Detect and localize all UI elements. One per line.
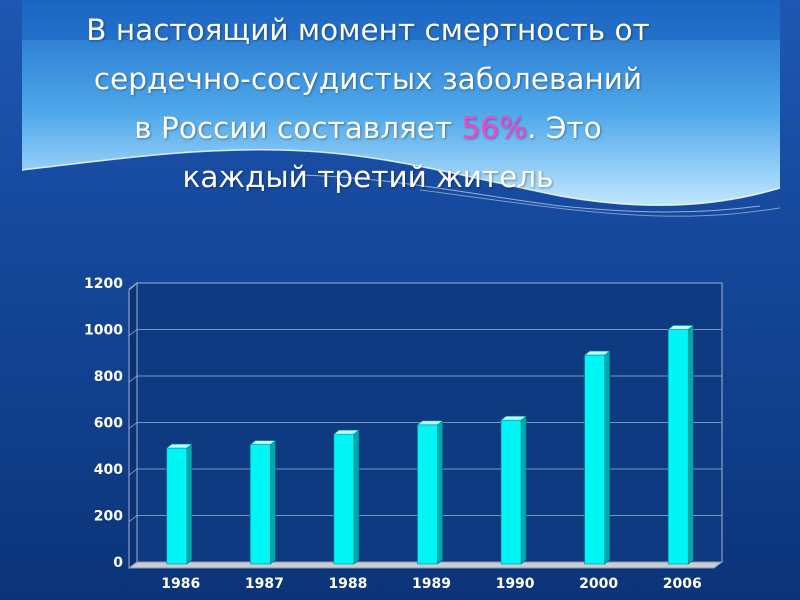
x-tick-label: 1990 (496, 576, 535, 592)
bar-1990 (500, 415, 527, 565)
bar-front (333, 433, 355, 565)
bar-front (250, 444, 271, 565)
bar-front (584, 354, 605, 565)
x-tick-label: 2000 (579, 576, 618, 592)
bar-side (687, 324, 694, 565)
bar-1986 (165, 443, 193, 565)
bar-side (520, 415, 527, 565)
header-wave-decoration (21, 0, 781, 217)
gridline-side (128, 422, 138, 429)
title-line-1: В настоящий момент смертность от (86, 13, 650, 47)
bar-top (249, 440, 277, 445)
gridline-side (128, 515, 138, 522)
bar-top (333, 429, 360, 435)
title-line-3-start: в России составляет (134, 111, 462, 145)
bars (165, 324, 695, 565)
bar-1988 (333, 429, 360, 565)
gridline-side (128, 375, 138, 383)
bar-1987 (249, 439, 277, 565)
title-line-2: сердечно-сосудистых заболеваний (93, 62, 643, 96)
bar-side (270, 439, 276, 565)
x-tick-label: 1989 (412, 576, 451, 592)
x-tick-label: 1987 (245, 576, 284, 592)
bar-top (165, 443, 193, 449)
x-tick-label: 1988 (328, 576, 367, 592)
bar-side (186, 443, 193, 565)
y-tick-label: 1000 (84, 323, 123, 339)
bar-2006 (667, 324, 695, 565)
title-line-4: каждый третий житель (182, 160, 554, 194)
gridline-side (128, 282, 138, 290)
y-tick-label: 400 (94, 462, 123, 478)
title-line-3: в России составляет 56%. Это (18, 104, 718, 153)
y-tick-label: 600 (94, 416, 123, 432)
mortality-percent: 56% (461, 111, 528, 145)
bar-top (583, 350, 611, 356)
bar-1989 (416, 420, 444, 565)
bar-front (500, 419, 522, 565)
bar-front (166, 447, 188, 565)
bar-side (353, 429, 360, 565)
gridline-side (128, 329, 138, 336)
bar-2000 (583, 350, 611, 565)
gridline-side (128, 468, 138, 476)
y-tick-label: 0 (113, 555, 123, 571)
bar-front (417, 424, 438, 565)
bar-top (667, 325, 695, 330)
y-tick-label: 800 (94, 369, 123, 385)
y-axis-tick-labels: 0 200 400 600 800 1000 1200 (84, 276, 123, 571)
y-tick-label: 1200 (84, 276, 123, 292)
x-axis-tick-labels: 1986 1987 1988 1989 1990 2000 2006 (161, 576, 701, 592)
bar-top (416, 420, 444, 426)
title-line-3-end: . Это (527, 111, 602, 145)
x-tick-label: 1986 (161, 576, 200, 592)
plot-floor (127, 561, 724, 569)
bar-top (500, 415, 527, 421)
x-tick-label: 2006 (663, 576, 702, 592)
slide-title: В настоящий момент смертность от сердечн… (18, 6, 718, 202)
bar-front (667, 329, 689, 565)
y-tick-label: 200 (94, 509, 123, 525)
bar-side (437, 420, 443, 565)
bar-side (604, 350, 610, 565)
